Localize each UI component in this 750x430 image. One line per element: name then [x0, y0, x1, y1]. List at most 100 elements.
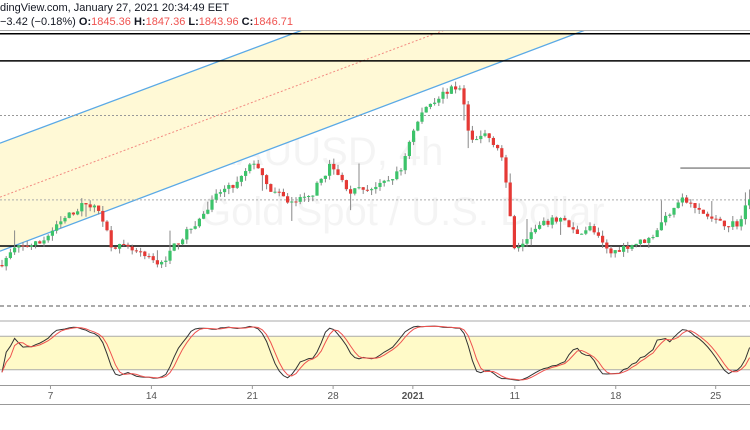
candle-up — [475, 139, 479, 141]
candle-down — [151, 256, 155, 261]
candle-up — [302, 196, 306, 198]
candle-down — [265, 175, 269, 185]
candle-up — [613, 250, 617, 254]
candle-up — [353, 188, 357, 194]
ohlc-legend: −3.42 (−0.18%) O:1845.36 H:1847.36 L:184… — [0, 16, 293, 28]
candle-up — [529, 232, 533, 240]
candle-down — [462, 88, 466, 105]
candle-up — [172, 243, 176, 251]
candle-down — [508, 182, 512, 217]
candle-down — [260, 168, 264, 176]
candle-up — [659, 222, 663, 231]
candle-up — [210, 199, 214, 210]
candle-up — [647, 237, 651, 243]
candle-up — [622, 246, 626, 252]
candle-down — [126, 244, 130, 247]
candle-up — [479, 135, 483, 140]
candle-up — [206, 209, 210, 214]
candle-down — [143, 251, 147, 257]
candle-down — [470, 130, 474, 140]
low-label: L: — [188, 16, 199, 28]
candle-down — [605, 242, 609, 249]
low-value: 1843.96 — [198, 16, 239, 28]
candle-up — [458, 88, 462, 90]
candle-up — [391, 179, 395, 181]
candle-down — [256, 163, 260, 169]
candle-up — [319, 178, 323, 183]
candle-up — [4, 257, 8, 267]
candle-up — [235, 181, 239, 188]
high-label: H: — [133, 16, 146, 28]
time-tick-label: 18 — [610, 391, 622, 402]
candle-up — [13, 247, 17, 253]
candle-down — [88, 204, 92, 208]
candle-up — [424, 106, 428, 113]
candle-up — [227, 185, 231, 189]
candle-up — [218, 192, 222, 194]
candle-up — [428, 103, 432, 107]
candle-up — [328, 163, 332, 176]
candle-down — [336, 169, 340, 175]
candle-up — [370, 189, 374, 191]
candle-down — [567, 220, 571, 228]
candle-down — [344, 180, 348, 190]
candle-up — [76, 211, 80, 215]
candle-down — [563, 218, 567, 221]
candle-down — [294, 201, 298, 203]
candle-up — [197, 218, 201, 227]
candle-down — [626, 246, 630, 249]
candle-down — [97, 205, 101, 211]
candle-up — [298, 197, 302, 202]
candle-up — [189, 228, 193, 230]
candle-up — [483, 133, 487, 136]
candle-up — [748, 199, 750, 206]
time-tick-label: 2021 — [402, 391, 425, 402]
candle-up — [17, 245, 21, 248]
time-tick-label: 21 — [247, 391, 259, 402]
candle-down — [643, 239, 647, 243]
candle-down — [365, 189, 369, 191]
open-value: 1845.36 — [91, 16, 131, 28]
candle-up — [676, 202, 680, 208]
candle-down — [504, 157, 508, 183]
candle-down — [176, 243, 180, 245]
candle-up — [559, 218, 563, 222]
candle-down — [697, 207, 701, 210]
candle-down — [130, 246, 134, 251]
candle-up — [8, 252, 12, 258]
candle-up — [92, 205, 96, 208]
candle-down — [122, 243, 126, 245]
candle-up — [739, 219, 743, 227]
candle-down — [571, 227, 575, 230]
candle-down — [134, 250, 138, 252]
candle-down — [445, 91, 449, 94]
candle-up — [668, 214, 672, 216]
candle-down — [21, 245, 25, 247]
candle-up — [374, 186, 378, 190]
candle-down — [281, 191, 285, 197]
high-value: 1847.36 — [145, 16, 186, 28]
candle-up — [412, 130, 416, 142]
candle-up — [731, 221, 735, 227]
candle-up — [164, 260, 168, 262]
candle-up — [416, 121, 420, 131]
candle-down — [689, 202, 693, 204]
candle-up — [311, 195, 315, 197]
stochastic-pane — [0, 305, 750, 381]
candle-down — [609, 248, 613, 254]
candle-up — [420, 112, 424, 122]
candle-up — [202, 213, 206, 219]
channel-lower-line — [0, 31, 585, 252]
candle-up — [538, 225, 542, 229]
candle-up — [323, 175, 327, 179]
candle-down — [454, 86, 458, 90]
candle-up — [307, 196, 311, 198]
candle-up — [395, 171, 399, 180]
candle-down — [340, 174, 344, 181]
candle-up — [378, 182, 382, 187]
candle-down — [727, 226, 731, 228]
candle-down — [109, 230, 113, 248]
candle-down — [500, 148, 504, 158]
candle-up — [185, 229, 189, 240]
